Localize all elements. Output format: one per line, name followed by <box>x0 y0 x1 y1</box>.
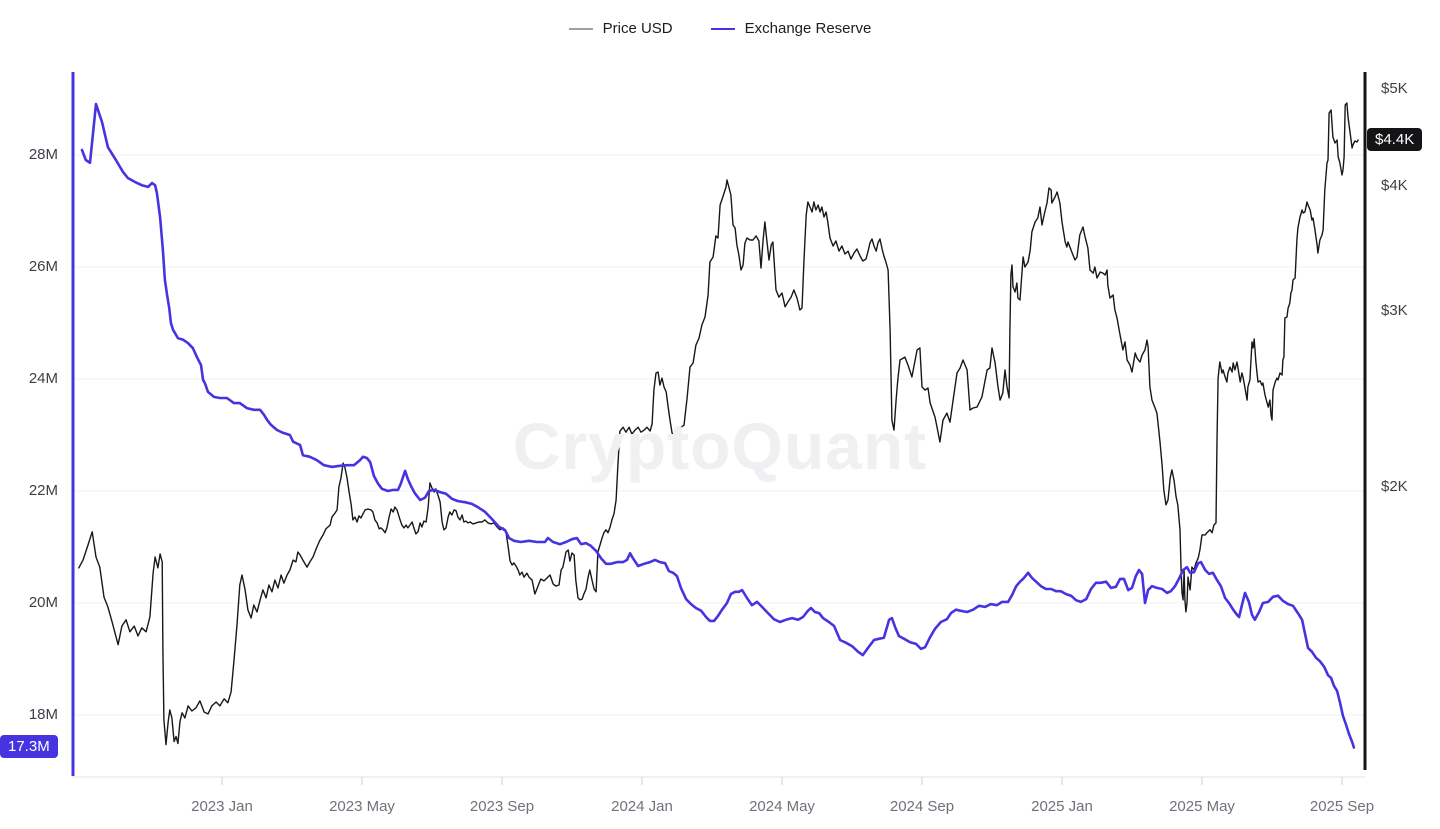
x-tick-label: 2025 Jan <box>1031 798 1093 815</box>
chart-legend: Price USD Exchange Reserve <box>0 20 1440 37</box>
left-axis-tick-label: 18M <box>28 706 58 723</box>
x-tick-label: 2023 Jan <box>191 798 253 815</box>
x-tick-label: 2024 May <box>749 798 815 815</box>
legend-label-price: Price USD <box>602 20 673 37</box>
x-tick-label: 2024 Jan <box>611 798 673 815</box>
left-axis-tick-label: 28M <box>28 146 58 163</box>
price-last-value-badge: $4.4K <box>1367 128 1423 152</box>
right-axis-tick-label: $2K <box>1381 477 1408 495</box>
legend-item-price[interactable]: Price USD <box>568 20 673 37</box>
right-axis-tick-label: $5K <box>1381 80 1408 98</box>
right-axis-tick-label: $4K <box>1381 176 1408 194</box>
price-usd-line[interactable] <box>78 102 1359 746</box>
left-axis-tick-label: 22M <box>28 482 58 499</box>
x-axis-tick-marks <box>221 777 1343 785</box>
right-axis-tick-label: $3K <box>1381 301 1408 319</box>
legend-label-reserve: Exchange Reserve <box>744 20 872 37</box>
exchange-reserve-line[interactable] <box>80 102 1356 749</box>
price-line-swatch-icon <box>568 27 593 30</box>
x-tick-label: 2023 Sep <box>469 798 535 815</box>
x-tick-label: 2025 Sep <box>1309 798 1375 815</box>
x-tick-label: 2023 May <box>329 798 395 815</box>
x-tick-label: 2025 May <box>1169 798 1235 815</box>
reserve-line-swatch-icon <box>710 27 735 30</box>
legend-item-reserve[interactable]: Exchange Reserve <box>710 20 872 37</box>
reserve-last-value-badge: 17.3M <box>0 735 58 759</box>
x-tick-label: 2024 Sep <box>889 798 955 815</box>
left-axis-tick-label: 24M <box>28 370 58 387</box>
left-axis-tick-label: 26M <box>28 258 58 275</box>
left-axis-tick-label: 20M <box>28 594 58 611</box>
gridlines <box>72 154 1365 716</box>
